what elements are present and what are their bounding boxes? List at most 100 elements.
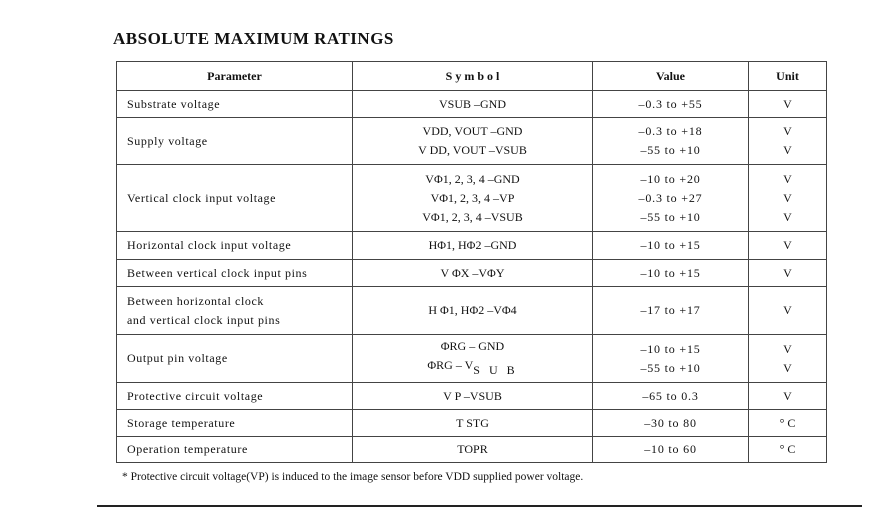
symbol-cell: VΦ1, 2, 3, 4 –GND VΦ1, 2, 3, 4 –VP VΦ1, 2,… bbox=[352, 164, 593, 232]
table-row: Storage temperature T STG –30 to 80 ° C bbox=[116, 409, 827, 437]
value-cell: –10 to +15 –55 to +10 bbox=[592, 334, 749, 383]
cell-line: V bbox=[783, 96, 792, 111]
unit-cell: V bbox=[748, 259, 827, 287]
cell-line: Horizontal clock input voltage bbox=[127, 238, 292, 252]
symbol-cell: HΦ1, HΦ2 –GND bbox=[352, 231, 593, 260]
header-cell: Parameter bbox=[116, 61, 353, 91]
parameter-cell: Between horizontal clock and vertical clo… bbox=[116, 286, 353, 335]
cell-line: V bbox=[783, 171, 792, 186]
cell-line: V ΦX –VΦY bbox=[440, 265, 505, 280]
cell-line: Substrate voltage bbox=[127, 96, 221, 111]
cell-line: Output pin voltage bbox=[127, 351, 228, 365]
cell-line: –55 to +10 bbox=[640, 209, 701, 224]
cell-line: Supply voltage bbox=[127, 133, 208, 148]
footnote: * Protective circuit voltage(VP) is indu… bbox=[122, 471, 584, 483]
unit-cell: ° C bbox=[748, 409, 827, 437]
title: ABSOLUTE MAXIMUM RATINGS bbox=[113, 29, 394, 48]
cell-line: ° C bbox=[779, 415, 796, 430]
table-body: Substrate voltage VSUB –GND –0.3 to +55 V Su… bbox=[116, 90, 827, 463]
cell-line: –10 to +20 bbox=[640, 171, 701, 186]
table-row: Between horizontal clock and vertical clo… bbox=[116, 286, 827, 335]
cell-line: VSUB –GND bbox=[438, 96, 506, 111]
cell-line: HΦ1, HΦ2 –GND bbox=[428, 238, 517, 252]
symbol-cell: V P –VSUB bbox=[352, 382, 593, 410]
table-row: Supply voltage VDD, VOUT –GND V DD, VOUT –… bbox=[116, 117, 827, 165]
value-cell: –10 to +20 –0.3 to +27 –55 to +10 bbox=[592, 164, 749, 232]
header-cell: Value bbox=[592, 61, 749, 91]
cell-line: V bbox=[783, 143, 792, 157]
unit-cell: V bbox=[748, 286, 827, 335]
cell-line: Operation temperature bbox=[127, 442, 248, 456]
symbol-cell: T STG bbox=[352, 409, 593, 437]
cell-line: V bbox=[783, 303, 792, 317]
cell-line: –0.3 to +55 bbox=[638, 96, 703, 111]
parameter-cell: Supply voltage bbox=[116, 117, 353, 165]
header-cell: Unit bbox=[748, 61, 827, 91]
symbol-cell: VDD, VOUT –GND V DD, VOUT –VSUB bbox=[352, 117, 593, 165]
bottom-rule bbox=[97, 505, 862, 507]
cell-line: –55 to +10 bbox=[640, 360, 701, 375]
cell-line: –55 to +10 bbox=[640, 143, 701, 157]
cell-line: –65 to 0.3 bbox=[642, 388, 699, 403]
cell-line: Protective circuit voltage bbox=[127, 388, 264, 403]
cell-line: –30 to 80 bbox=[644, 415, 697, 430]
parameter-cell: Operation temperature bbox=[116, 436, 353, 463]
table-row: Vertical clock input voltage VΦ1, 2, 3, 4… bbox=[116, 164, 827, 232]
cell-line: VΦ1, 2, 3, 4 –GND bbox=[425, 171, 520, 186]
symbol-main: ΦRG – V bbox=[427, 358, 474, 372]
cell-line: –10 to 60 bbox=[644, 442, 697, 456]
parameter-cell: Vertical clock input voltage bbox=[116, 164, 353, 232]
cell-line: ΦRG – GND bbox=[440, 339, 505, 353]
table-row: Substrate voltage VSUB –GND –0.3 to +55 V bbox=[116, 90, 827, 118]
cell-line: V bbox=[783, 388, 792, 403]
cell-line: V P –VSUB bbox=[443, 388, 502, 403]
cell-line: –10 to +15 bbox=[640, 341, 701, 356]
header-cell: S y m b o l bbox=[352, 61, 593, 91]
cell-line: –17 to +17 bbox=[640, 303, 701, 317]
header-row: Parameter S y m b o l Value Unit bbox=[116, 61, 827, 91]
parameter-cell: Substrate voltage bbox=[116, 90, 353, 118]
unit-cell: ° C bbox=[748, 436, 827, 463]
cell-line: Storage temperature bbox=[127, 415, 236, 430]
cell-line: V bbox=[783, 238, 792, 252]
cell-line: –10 to +15 bbox=[640, 265, 701, 280]
cell-line: V bbox=[783, 341, 792, 356]
table-row: Horizontal clock input voltage HΦ1, HΦ2 –… bbox=[116, 231, 827, 260]
cell-line: V bbox=[783, 265, 792, 280]
cell-line: TOPR bbox=[457, 442, 488, 456]
cell-line: V bbox=[783, 360, 792, 375]
cell-line: and vertical clock input pins bbox=[127, 312, 281, 327]
cell-line: V bbox=[783, 124, 792, 138]
symbol-cell: V ΦX –VΦY bbox=[352, 259, 593, 287]
parameter-cell: Output pin voltage bbox=[116, 334, 353, 383]
parameter-cell: Storage temperature bbox=[116, 409, 353, 437]
cell-line: ° C bbox=[779, 442, 796, 456]
unit-cell: V bbox=[748, 90, 827, 118]
cell-line: Between vertical clock input pins bbox=[127, 265, 308, 280]
table-row: Output pin voltage ΦRG – GND ΦRG – VS U B –… bbox=[116, 334, 827, 383]
cell-line: –10 to +15 bbox=[640, 238, 701, 252]
ratings-table: Parameter S y m b o l Value Unit Substrate … bbox=[116, 61, 827, 463]
cell-line: H Φ1, HΦ2 –VΦ4 bbox=[428, 303, 517, 317]
value-cell: –10 to 60 bbox=[592, 436, 749, 463]
parameter-cell: Protective circuit voltage bbox=[116, 382, 353, 410]
value-cell: –10 to +15 bbox=[592, 259, 749, 287]
value-cell: –30 to 80 bbox=[592, 409, 749, 437]
symbol-cell: TOPR bbox=[352, 436, 593, 463]
parameter-cell: Horizontal clock input voltage bbox=[116, 231, 353, 260]
cell-line: –0.3 to +27 bbox=[638, 190, 703, 205]
value-cell: –0.3 to +18 –55 to +10 bbox=[592, 117, 749, 165]
table-row: Between vertical clock input pins V ΦX –V… bbox=[116, 259, 827, 287]
value-cell: –65 to 0.3 bbox=[592, 382, 749, 410]
cell-line: VDD, VOUT –GND bbox=[422, 124, 523, 138]
cell-line: ΦRG – VS U B bbox=[363, 356, 582, 380]
value-cell: –0.3 to +55 bbox=[592, 90, 749, 118]
symbol-cell: VSUB –GND bbox=[352, 90, 593, 118]
symbol-cell: ΦRG – GND ΦRG – VS U B bbox=[352, 334, 593, 383]
symbol-subscript: S U B bbox=[473, 363, 518, 377]
cell-line: Between horizontal clock bbox=[127, 293, 265, 308]
cell-line: V bbox=[783, 209, 792, 224]
